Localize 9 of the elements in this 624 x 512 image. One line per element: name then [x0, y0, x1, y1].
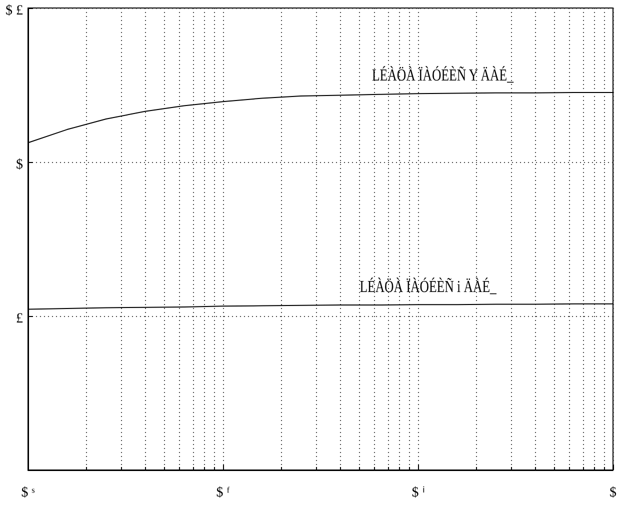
series-label: LÉÀÖÀ ÏÀÓÉÈÑ Y ÄÀÉ_ — [372, 66, 514, 85]
text: £ — [16, 312, 23, 326]
x-tick-label: $ ⁱ — [412, 486, 424, 500]
text: $ £ — [6, 4, 23, 18]
x-tick-label: $ ˢ — [21, 486, 35, 500]
x-tick-label: $ — [610, 486, 616, 500]
series-label: LÉÀÖÀ ÏÀÓÉÈÑ i ÄÀÉ_ — [360, 277, 497, 296]
text: $ — [16, 158, 23, 172]
x-tick-label: $ ᶠ — [216, 486, 230, 500]
